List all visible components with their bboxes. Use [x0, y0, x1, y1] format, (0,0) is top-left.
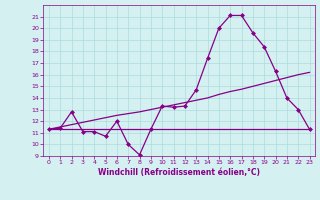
- X-axis label: Windchill (Refroidissement éolien,°C): Windchill (Refroidissement éolien,°C): [98, 168, 260, 177]
